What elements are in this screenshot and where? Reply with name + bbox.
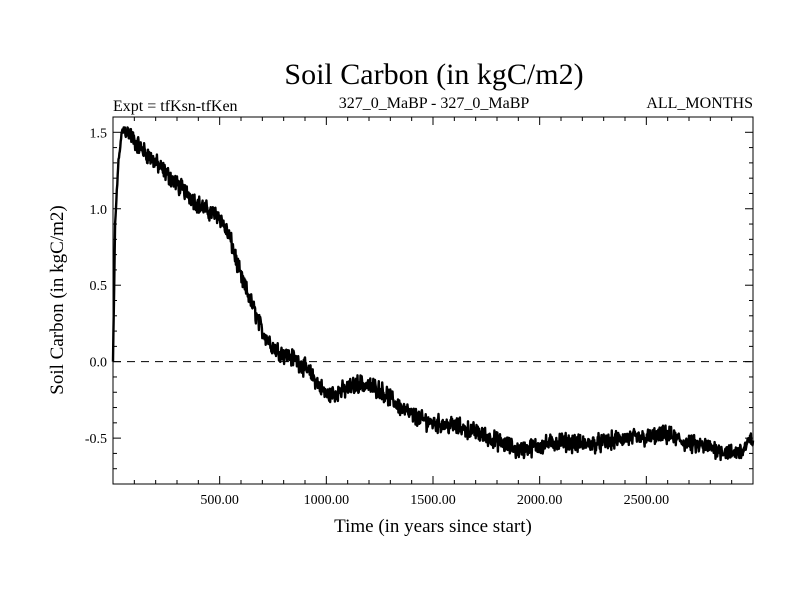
x-tick-label: 1000.00 [304, 493, 350, 508]
experiment-label: Expt = tfKsn-tfKen [113, 98, 238, 115]
chart-title: Soil Carbon (in kgC/m2) [284, 58, 583, 91]
x-tick-label: 2500.00 [624, 493, 670, 508]
x-axis-label: Time (in years since start) [334, 516, 532, 537]
y-tick-label: 0.5 [90, 279, 108, 294]
x-tick-label: 1500.00 [410, 493, 456, 508]
period-label: 327_0_MaBP - 327_0_MaBP [339, 95, 530, 112]
y-tick-label: 1.0 [90, 203, 108, 218]
soil-carbon-series-line [111, 126, 755, 462]
y-tick-label: 1.5 [90, 126, 108, 141]
x-axis-ticks: 500.00 1000.00 1500.00 2000.00 2500.00 [133, 117, 733, 508]
y-axis-label: Soil Carbon (in kgC/m2) [47, 205, 68, 394]
months-label: ALL_MONTHS [646, 95, 753, 112]
x-tick-label: 500.00 [200, 493, 239, 508]
x-tick-label: 2000.00 [517, 493, 563, 508]
y-tick-label: -0.5 [85, 432, 107, 447]
y-axis-ticks: -0.5 0.0 0.5 1.0 1.5 [85, 126, 753, 470]
y-tick-label: 0.0 [90, 356, 108, 371]
